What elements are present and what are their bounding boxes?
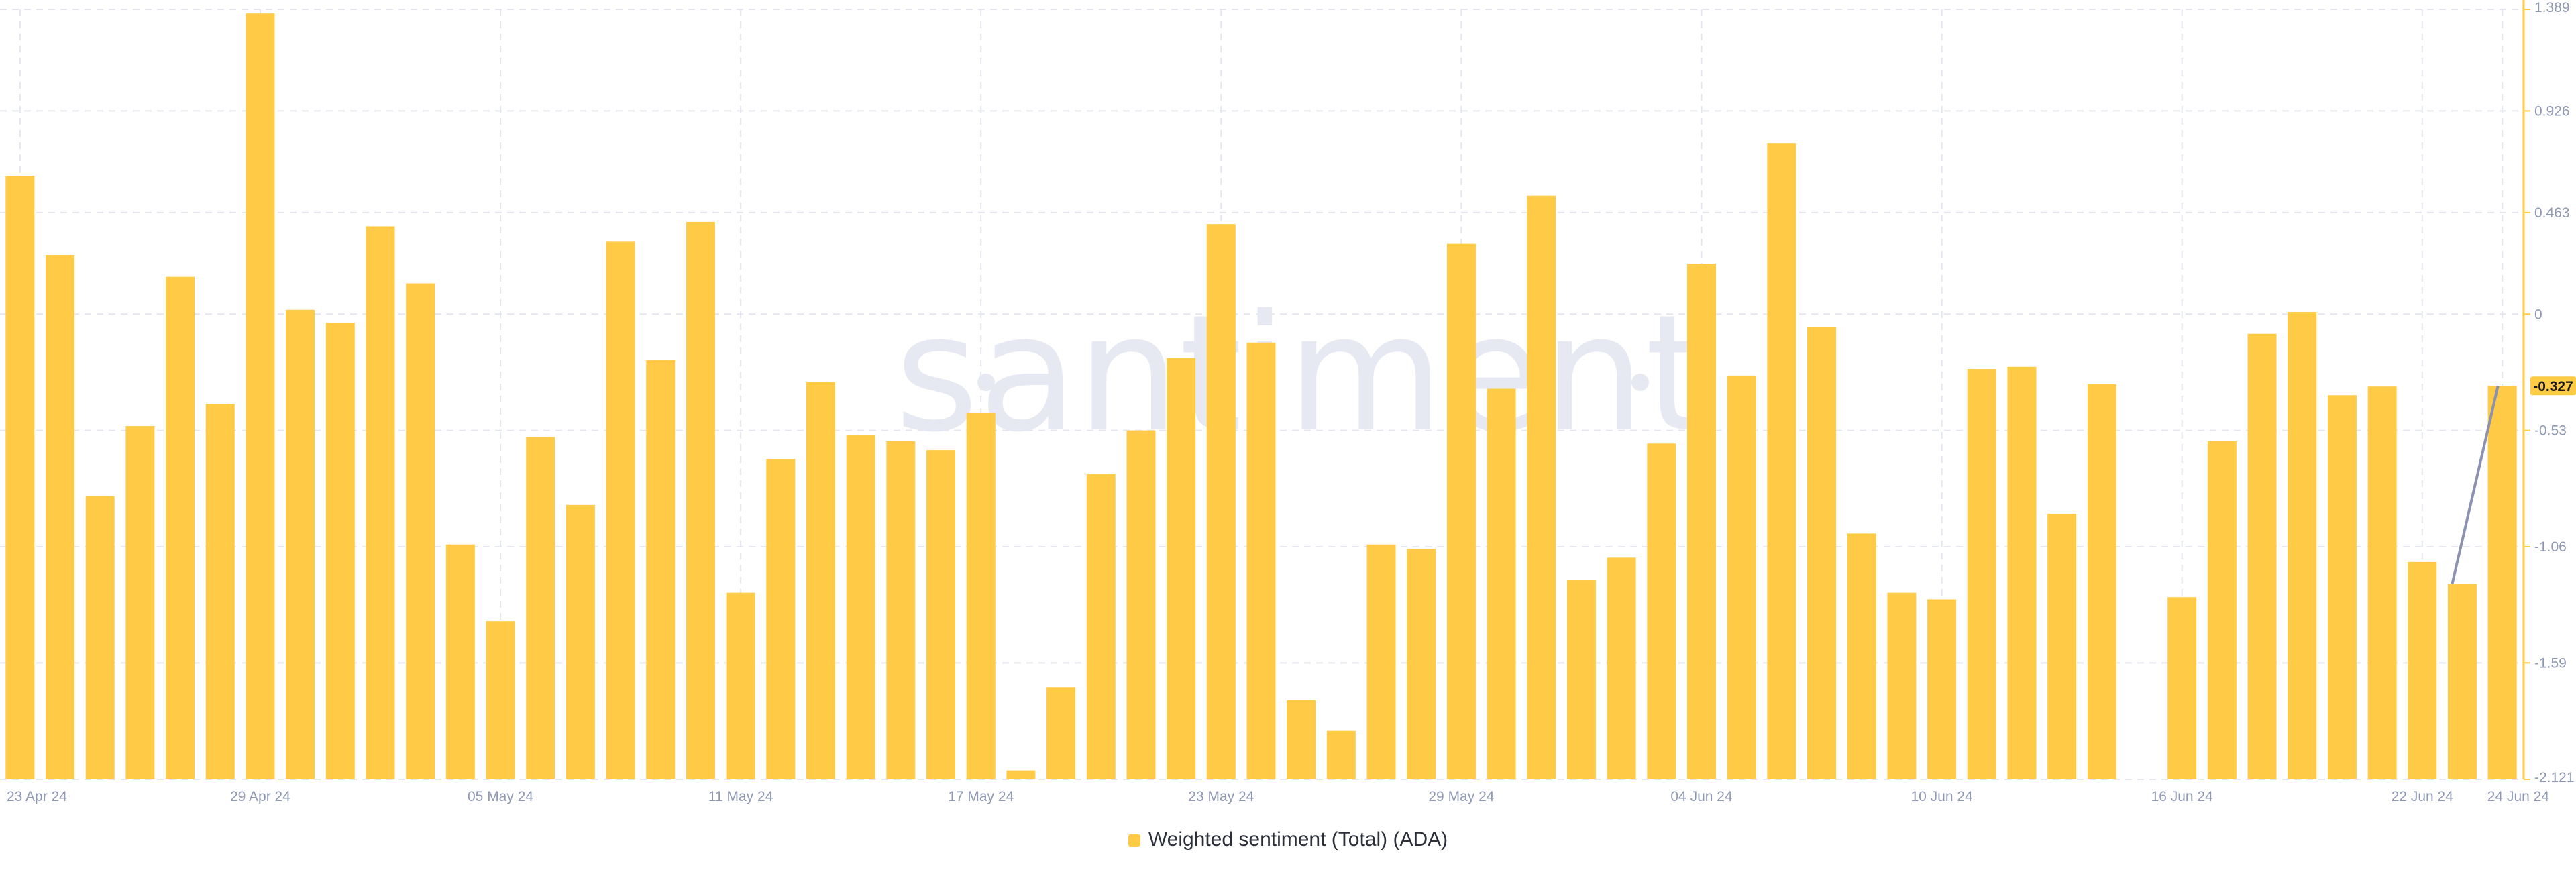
legend-swatch: [1128, 834, 1140, 847]
bar: [2408, 561, 2437, 779]
bar: [2047, 513, 2077, 779]
bar: [606, 241, 635, 779]
trend-line: [2451, 385, 2500, 585]
y-tick-label: -2.121: [2534, 770, 2575, 785]
bar: [1366, 544, 1396, 779]
x-axis: 23 Apr 24 29 Apr 24 05 May 24 11 May 24 17 M…: [7, 789, 2549, 804]
bar: [2007, 366, 2037, 779]
bar: [1287, 700, 1316, 779]
bars: [5, 13, 2517, 780]
bar: [1246, 342, 1276, 780]
x-tick-label: 16 Jun 24: [2151, 789, 2214, 804]
santiment-watermark: santiment: [895, 280, 1709, 468]
watermark-right-dot: [1631, 374, 1649, 391]
x-tick-label: 24 Jun 24: [2487, 789, 2550, 804]
bar: [1566, 580, 1596, 779]
x-tick-label: 04 Jun 24: [1670, 789, 1733, 804]
bar: [85, 496, 115, 779]
bar: [205, 404, 235, 779]
x-tick-label: 29 Apr 24: [230, 789, 290, 804]
x-tick-label: 17 May 24: [948, 789, 1014, 804]
bar: [1046, 687, 1076, 779]
bar: [886, 441, 916, 779]
bar: [1927, 599, 1957, 779]
bar: [1727, 375, 1756, 779]
bar: [445, 544, 475, 779]
bar: [125, 426, 155, 779]
current-value-badge-bg: [2530, 376, 2576, 396]
bar: [726, 592, 755, 779]
bar: [1807, 327, 1837, 779]
bar: [2087, 384, 2116, 779]
bar: [246, 13, 275, 780]
bar: [806, 382, 835, 779]
y-tick-label: 0.463: [2534, 205, 2570, 221]
bar: [2367, 386, 2397, 779]
bar: [846, 435, 875, 779]
x-tick-label: 23 May 24: [1188, 789, 1254, 804]
bar: [46, 254, 75, 779]
bar: [1687, 264, 1716, 779]
bar: [1887, 592, 1917, 779]
bar: [2247, 333, 2277, 779]
bar: [1407, 549, 1436, 779]
trend-segment: [2451, 385, 2500, 585]
bar: [1607, 557, 1636, 779]
y-tick-label: 0: [2534, 307, 2542, 322]
watermark-left-dot: [977, 374, 995, 391]
bar: [1847, 533, 1876, 779]
current-value-badge: -0.327: [2530, 376, 2576, 396]
bar: [1126, 430, 1156, 779]
bar: [1326, 730, 1356, 779]
bar: [1167, 358, 1196, 779]
legend-label: Weighted sentiment (Total) (ADA): [1148, 828, 1448, 851]
y-axis: 1.389 0.926 0.463 0 -0.53 -1.06 -1.59 -2.121: [2522, 0, 2575, 785]
bar: [2487, 386, 2517, 779]
bar: [1527, 195, 1556, 780]
bar: [1446, 243, 1476, 779]
bar: [325, 323, 355, 779]
bar: [5, 176, 35, 779]
bar: [1086, 474, 1116, 779]
y-tick-label: -1.59: [2534, 655, 2567, 671]
bar: [526, 437, 555, 779]
bar: [406, 283, 435, 779]
bar: [286, 309, 315, 780]
bar: [366, 226, 395, 780]
y-tick-label: 0.926: [2534, 103, 2570, 119]
y-tick-label: 1.389: [2534, 0, 2570, 15]
x-tick-label: 29 May 24: [1428, 789, 1494, 804]
bar: [486, 621, 515, 779]
bar: [1967, 369, 1996, 779]
bar: [2207, 441, 2237, 779]
x-tick-label: 11 May 24: [708, 789, 773, 804]
bar: [966, 413, 996, 779]
bar: [1206, 224, 1236, 779]
bar: [766, 459, 796, 779]
bar: [1006, 770, 1036, 779]
x-tick-label: 23 Apr 24: [7, 789, 67, 804]
bar: [686, 221, 715, 779]
bar: [2288, 312, 2317, 779]
x-tick-label: 10 Jun 24: [1911, 789, 1973, 804]
watermark-text: santiment: [895, 280, 1709, 468]
x-tick-label: 22 Jun 24: [2392, 789, 2454, 804]
bar: [2327, 395, 2357, 779]
current-value-label: -0.327: [2533, 379, 2573, 394]
bar: [566, 504, 595, 779]
bar: [646, 360, 676, 779]
x-tick-label: 05 May 24: [468, 789, 533, 804]
bar: [926, 450, 956, 779]
legend: Weighted sentiment (Total) (ADA): [0, 828, 2576, 851]
y-tick-label: -1.06: [2534, 539, 2567, 555]
bar: [1647, 443, 1676, 779]
y-tick-label: -0.53: [2534, 423, 2567, 439]
bar: [2447, 584, 2477, 779]
bar: [1487, 388, 1516, 779]
bar: [1767, 143, 1796, 779]
bar: [166, 276, 195, 779]
bar: [2167, 597, 2197, 779]
